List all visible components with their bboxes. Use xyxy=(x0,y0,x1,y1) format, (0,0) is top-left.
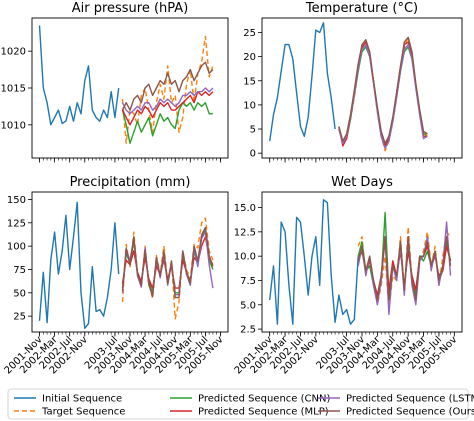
chart-title: Air pressure (hPA) xyxy=(72,1,189,16)
chart-title: Wet Days xyxy=(331,175,393,190)
y-tick-label: 25 xyxy=(243,28,256,39)
chart-panel-1: Air pressure (hPA) 1010 1015 1020 xyxy=(1,1,229,163)
chart-title: Temperature (°C) xyxy=(305,1,418,16)
series-line-predicted-sequence-ours- xyxy=(121,226,214,299)
series-line-initial-sequence xyxy=(38,25,120,126)
chart-panel-3: Precipitation (mm)2550751001251502001-No… xyxy=(3,175,229,376)
series-group xyxy=(269,199,452,325)
series-line-predicted-sequence-mlp- xyxy=(338,41,428,147)
y-tick-label: 1015 xyxy=(1,84,26,95)
y-tick-label: 15.0 xyxy=(234,203,256,214)
legend-label: Predicted Sequence (CNN) xyxy=(198,394,330,405)
y-tick-label: 1010 xyxy=(1,120,26,131)
legend-label: Initial Sequence xyxy=(42,394,122,405)
legend-label: Predicted Sequence (LSTM) xyxy=(346,394,474,405)
series-line-predicted-sequence-ours- xyxy=(338,36,428,145)
series-line-predicted-sequence-lstm- xyxy=(338,43,428,150)
y-tick-label: 125 xyxy=(7,218,26,229)
series-group xyxy=(38,25,214,145)
y-tick-label: 15 xyxy=(243,76,256,87)
series-line-predicted-sequence-cnn- xyxy=(338,46,428,145)
series-line-initial-sequence xyxy=(269,199,359,325)
series-line-initial-sequence xyxy=(38,201,120,329)
series-line-predicted-sequence-ours- xyxy=(121,61,214,111)
series-line-initial-sequence xyxy=(269,22,336,142)
series-group xyxy=(269,22,428,152)
y-tick-label: 1020 xyxy=(1,47,26,58)
series-group xyxy=(38,201,214,329)
series-line-predicted-sequence-cnn- xyxy=(121,101,213,145)
chart-panel-4: Wet Days2.55.07.510.012.515.02001-Nov200… xyxy=(233,175,463,376)
y-tick-label: 10 xyxy=(243,100,256,111)
y-tick-label: 50 xyxy=(13,288,26,299)
legend: Initial Sequence Target Sequence Predicted… xyxy=(7,388,474,420)
series-line-predicted-sequence-ours- xyxy=(357,235,452,301)
y-tick-label: 7.5 xyxy=(240,276,256,287)
y-tick-label: 2.5 xyxy=(240,325,256,336)
legend-label: Predicted Sequence (Ours) xyxy=(346,407,474,418)
y-tick-label: 0 xyxy=(250,149,256,160)
legend-frame xyxy=(7,388,469,420)
chart-title: Precipitation (mm) xyxy=(70,175,191,190)
y-tick-label: 5 xyxy=(250,125,256,136)
legend-label: Target Sequence xyxy=(41,407,125,418)
plot-frame xyxy=(31,17,229,159)
y-tick-label: 75 xyxy=(13,265,26,276)
y-tick-label: 12.5 xyxy=(234,227,256,238)
y-tick-label: 150 xyxy=(7,195,26,206)
y-tick-label: 5.0 xyxy=(240,300,256,311)
y-tick-label: 10.0 xyxy=(234,252,256,263)
series-line-target-sequence xyxy=(338,36,428,152)
plot-frame xyxy=(261,17,463,159)
legend-label: Predicted Sequence (MLP) xyxy=(198,407,329,418)
chart-panel-2: Temperature (°C) 0 5 10 15 20 25 xyxy=(243,1,463,163)
y-tick-label: 20 xyxy=(243,52,256,63)
series-line-predicted-sequence-lstm- xyxy=(121,87,214,115)
y-tick-label: 25 xyxy=(13,312,26,323)
y-tick-label: 100 xyxy=(7,242,26,253)
